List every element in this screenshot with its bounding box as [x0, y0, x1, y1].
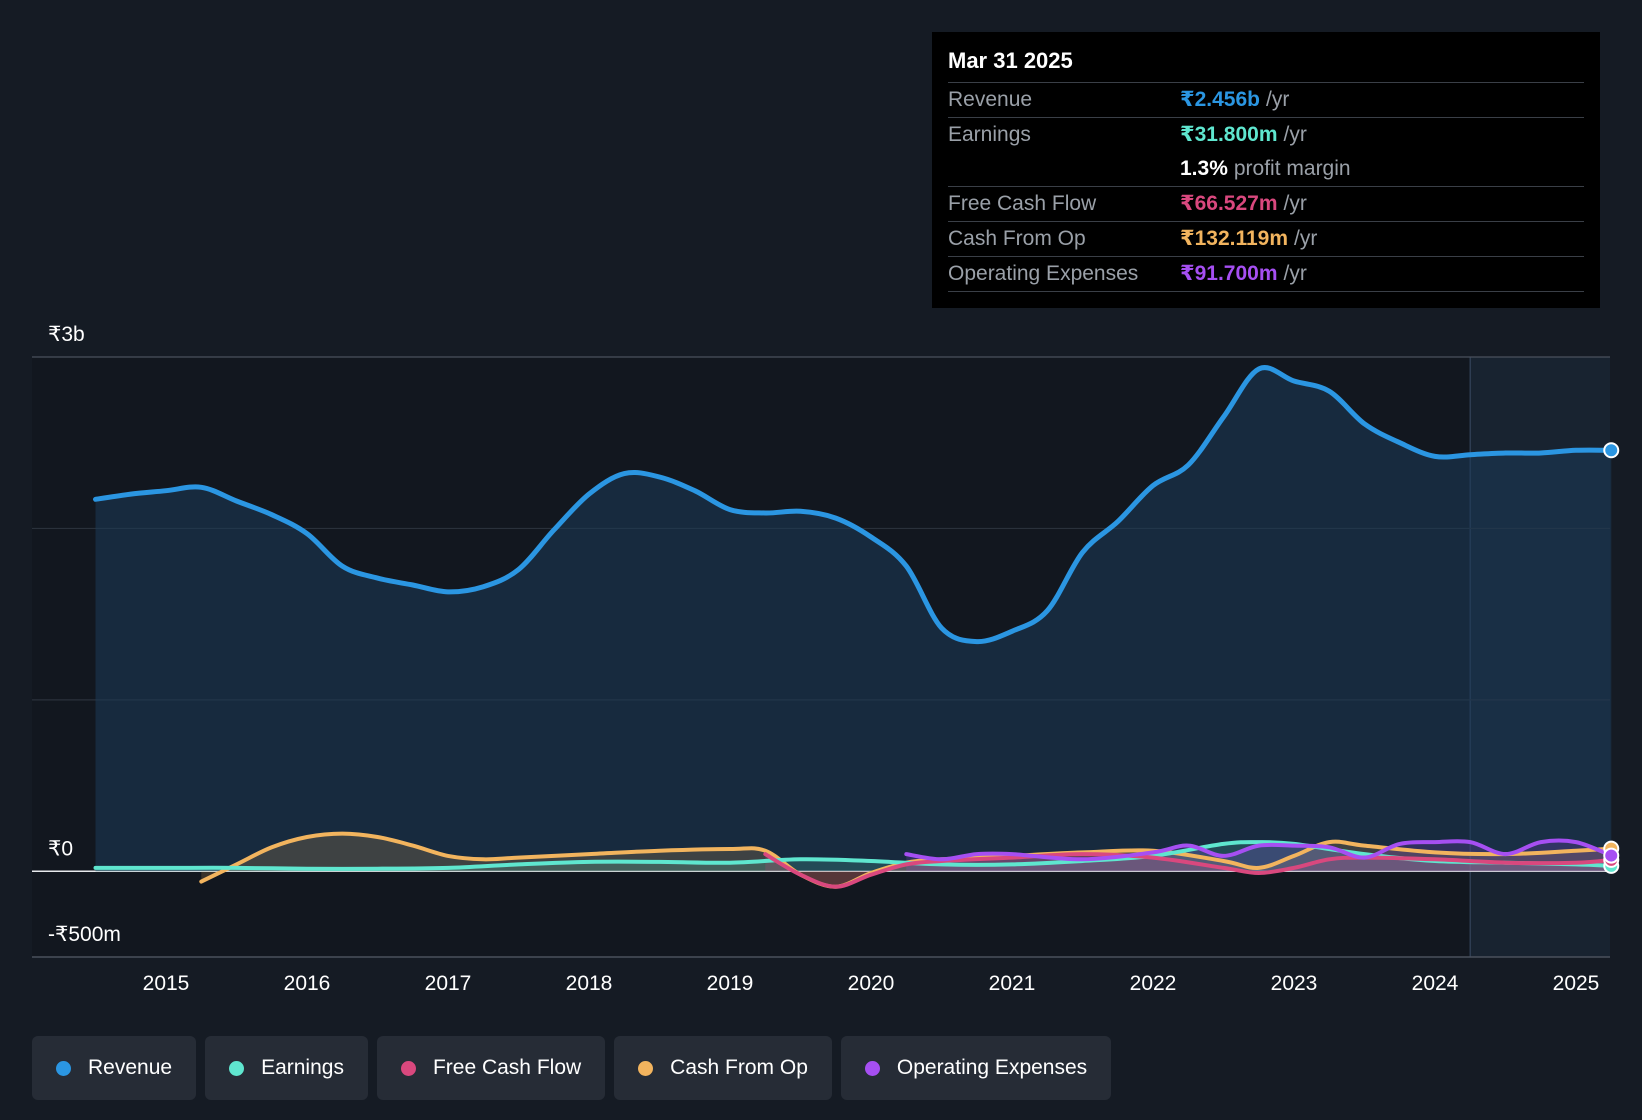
tooltip-value: ₹2.456b	[1180, 88, 1260, 111]
y-axis-labels: ₹3b ₹0 -₹500m	[48, 323, 121, 946]
legend-dot-icon	[56, 1060, 71, 1076]
tooltip-value: ₹31.800m	[1180, 123, 1278, 146]
series-end-markers	[1603, 442, 1620, 874]
legend-label: Operating Expenses	[896, 1056, 1088, 1079]
x-tick-label: 2025	[1553, 972, 1600, 995]
tooltip-date: Mar 31 2025	[948, 46, 1584, 83]
tooltip-unit: /yr	[1266, 88, 1290, 111]
tooltip-unit: /yr	[1283, 123, 1307, 146]
tooltip-row-revenue: Revenue ₹2.456b /yr	[948, 83, 1584, 118]
y-tick-label: ₹3b	[48, 323, 85, 346]
tooltip-row-cash-from-op: Cash From Op ₹132.119m /yr	[948, 222, 1584, 257]
legend-label: Revenue	[88, 1056, 173, 1079]
legend-label: Earnings	[261, 1056, 344, 1079]
revenue-area	[95, 367, 1612, 872]
tooltip-label-spacer	[948, 152, 1180, 186]
operating-expenses-area	[906, 840, 1612, 872]
tooltip-row-earnings: Earnings ₹31.800m /yr	[948, 118, 1584, 152]
tooltip-panel: Mar 31 2025 Revenue ₹2.456b /yr Earnings…	[932, 32, 1600, 308]
tooltip-label: Earnings	[948, 123, 1031, 146]
legend-label: Cash From Op	[670, 1056, 808, 1079]
legend-dot-icon	[638, 1060, 654, 1076]
tooltip-label: Cash From Op	[948, 227, 1086, 250]
operating-expenses-end-point	[1603, 847, 1620, 864]
tooltip-value: ₹91.700m	[1180, 262, 1278, 285]
x-tick-label: 2023	[1271, 972, 1318, 995]
tooltip-label: Revenue	[948, 88, 1033, 111]
x-tick-label: 2024	[1412, 972, 1459, 995]
x-tick-label: 2020	[848, 972, 895, 995]
legend-dot-icon	[400, 1060, 416, 1076]
x-tick-label: 2019	[707, 972, 754, 995]
operating-expenses-line	[904, 838, 1614, 862]
tooltip-unit: /yr	[1283, 262, 1307, 285]
revenue-end-point	[1603, 442, 1620, 459]
tooltip-value: ₹66.527m	[1180, 192, 1278, 215]
tooltip-unit: /yr	[1283, 192, 1307, 215]
profit-margin-value: 1.3%	[1180, 157, 1228, 180]
legend-item-earnings[interactable]: Earnings	[205, 1036, 368, 1100]
tooltip-row-profit-margin: 1.3% profit margin	[948, 152, 1584, 187]
tooltip-value: ₹132.119m	[1180, 227, 1289, 250]
free-cash-flow-line	[763, 852, 1614, 889]
revenue-line	[93, 365, 1614, 645]
x-tick-label: 2022	[1130, 972, 1177, 995]
x-tick-label: 2015	[143, 972, 190, 995]
y-tick-label: -₹500m	[48, 923, 121, 946]
profit-margin-label: profit margin	[1233, 157, 1351, 180]
tooltip-unit: /yr	[1294, 227, 1318, 250]
tooltip-row-operating-expenses: Operating Expenses ₹91.700m /yr	[948, 257, 1584, 292]
tooltip-label: Free Cash Flow	[948, 192, 1097, 215]
x-axis-labels: 2015 2016 2017 2018 2019 2020 2021 2022 2023 2024…	[143, 972, 1600, 995]
legend-item-free-cash-flow[interactable]: Free Cash Flow	[376, 1036, 606, 1100]
series-lines	[93, 365, 1614, 889]
legend-item-revenue[interactable]: Revenue	[32, 1036, 197, 1100]
legend-item-operating-expenses[interactable]: Operating Expenses	[840, 1036, 1112, 1100]
legend-item-cash-from-op[interactable]: Cash From Op	[614, 1036, 832, 1100]
legend-dot-icon	[864, 1060, 880, 1076]
y-tick-label: ₹0	[48, 837, 73, 860]
chart-legend: Revenue Earnings Free Cash Flow Cash Fro…	[32, 1036, 1112, 1100]
x-tick-label: 2016	[284, 972, 331, 995]
tooltip-label: Operating Expenses	[948, 262, 1139, 285]
legend-dot-icon	[229, 1060, 245, 1076]
free-cash-flow-area	[765, 854, 1612, 887]
earnings-line	[93, 840, 1614, 871]
x-tick-label: 2017	[425, 972, 472, 995]
tooltip-row-free-cash-flow: Free Cash Flow ₹66.527m /yr	[948, 187, 1584, 222]
x-tick-label: 2018	[566, 972, 613, 995]
x-tick-label: 2021	[989, 972, 1036, 995]
legend-label: Free Cash Flow	[432, 1056, 582, 1079]
